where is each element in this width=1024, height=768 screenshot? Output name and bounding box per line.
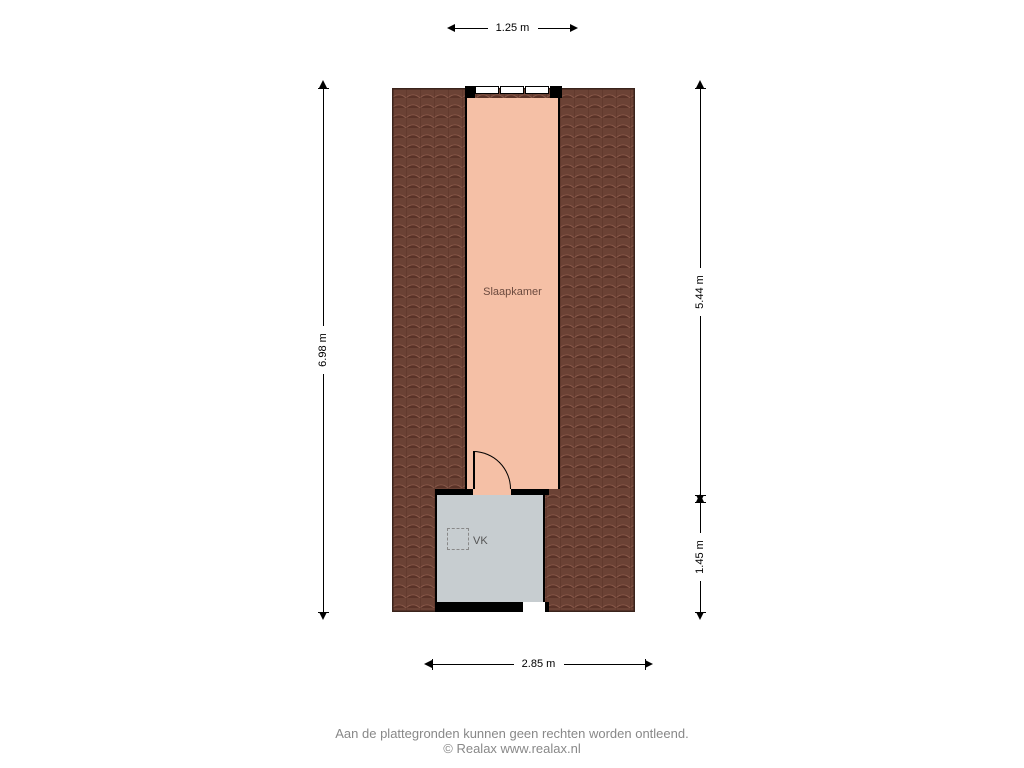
wall-segment (465, 86, 475, 98)
arrow-up-icon (696, 80, 704, 88)
dimension-label: 1.45 m (694, 533, 706, 581)
arrow-down-icon (319, 612, 327, 620)
arrow-right-icon (645, 660, 653, 668)
room-bedroom-label: Slaapkamer (465, 286, 560, 298)
arrow-up-icon (319, 80, 327, 88)
window-icon (475, 86, 550, 94)
door-opening (473, 489, 511, 495)
arrow-left-icon (424, 660, 432, 668)
footer-line-2: © Realax www.realax.nl (0, 741, 1024, 756)
vk-fixture-icon (447, 528, 469, 550)
dimension-tick (318, 88, 329, 89)
dimension-tick (695, 612, 706, 613)
dimension-label: 1.25 m (488, 22, 538, 34)
footer-line-1: Aan de plattegronden kunnen geen rechten… (0, 726, 1024, 741)
footer-disclaimer: Aan de plattegronden kunnen geen rechten… (0, 726, 1024, 756)
wall-opening (523, 602, 545, 612)
arrow-left-icon (447, 24, 455, 32)
dimension-tick (695, 88, 706, 89)
arrow-right-icon (570, 24, 578, 32)
floorplan-canvas: Slaapkamer VK 1.25 m 2.85 m 6.98 m 5.44 … (0, 0, 1024, 768)
dimension-tick (695, 502, 706, 503)
dimension-tick (645, 659, 646, 670)
arrow-down-icon (696, 612, 704, 620)
dimension-tick (432, 659, 433, 670)
room-vk-label: VK (473, 535, 488, 547)
dimension-label: 5.44 m (694, 268, 706, 316)
arrow-up-icon (696, 494, 704, 502)
dimension-label: 6.98 m (317, 326, 329, 374)
dimension-tick (318, 612, 329, 613)
wall-segment (550, 86, 562, 98)
dimension-label: 2.85 m (514, 658, 564, 670)
door-leaf (473, 451, 475, 489)
